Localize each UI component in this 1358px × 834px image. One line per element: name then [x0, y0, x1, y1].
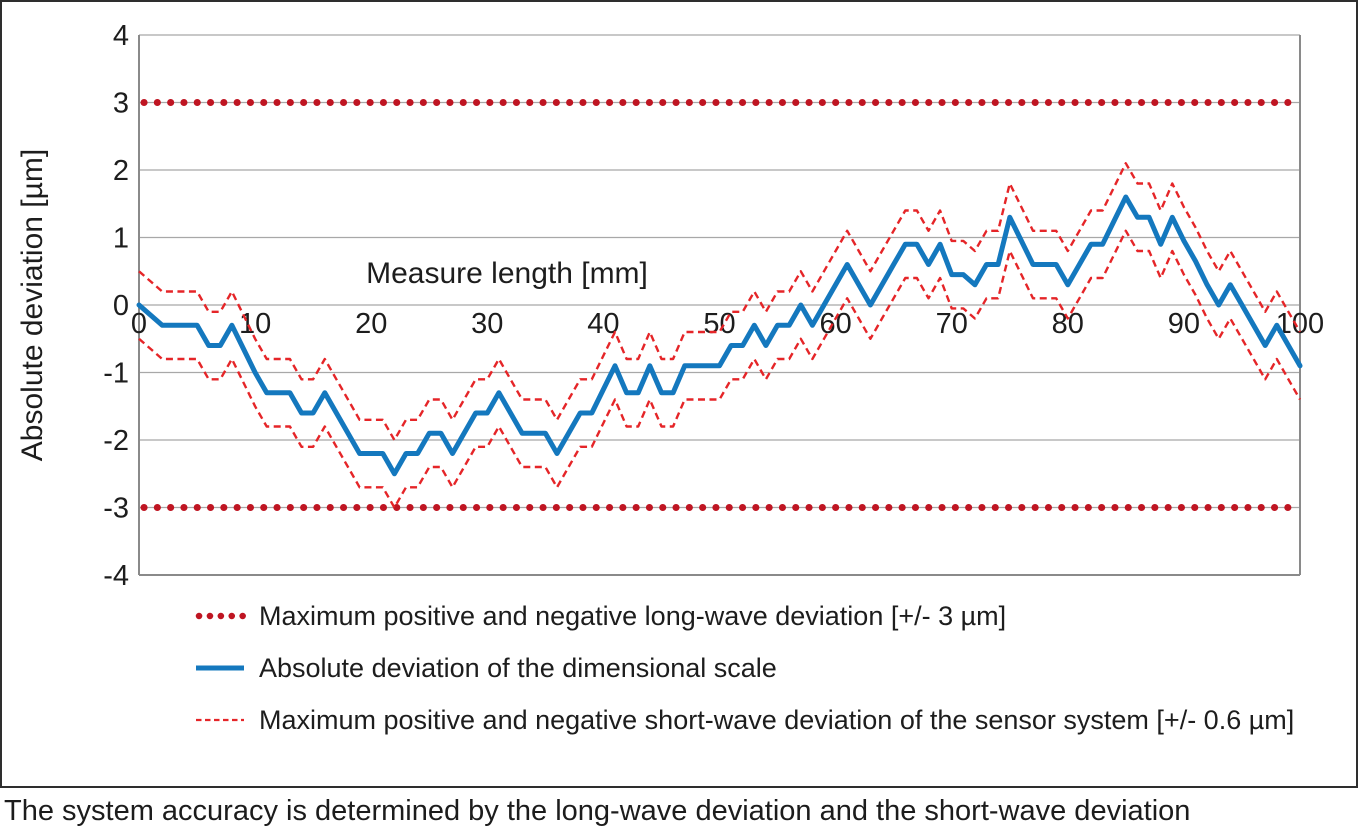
absolute-deviation-line: [136, 194, 1303, 477]
y-tick-label: 2: [113, 155, 129, 187]
legend-item-absolute-deviation: Absolute deviation of the dimensional sc…: [194, 653, 1294, 683]
x-tick-label: 30: [471, 308, 503, 340]
y-tick-label: 1: [113, 223, 129, 255]
legend-label-long-wave: Maximum positive and negative long-wave …: [259, 601, 1007, 631]
dashed-line-swatch-icon: [196, 718, 244, 722]
y-tick-label: 0: [113, 290, 129, 322]
x-tick-label: 0: [131, 308, 147, 340]
y-axis-title: Absolute deviation [µm]: [16, 149, 49, 461]
chart-panel: 0 10 20 30 40 50 60 70 80 90 100 4 3 2 1 0 -1 -2 -3 -4 Measu…: [0, 0, 1358, 788]
legend-label-absolute-deviation: Absolute deviation of the dimensional sc…: [259, 653, 777, 683]
legend-item-short-wave: Maximum positive and negative short-wave…: [194, 705, 1294, 735]
legend-item-long-wave: Maximum positive and negative long-wave …: [194, 601, 1294, 631]
chart-caption: The system accuracy is determined by the…: [4, 795, 1191, 827]
x-tick-label: 80: [1052, 308, 1084, 340]
x-axis-title: Measure length [mm]: [366, 257, 648, 290]
deviation-chart: 0 10 20 30 40 50 60 70 80 90 10043210-1-2-3-4Measu…: [16, 20, 1324, 592]
x-tick-label: 10: [239, 308, 271, 340]
x-tick-label: 90: [1168, 308, 1200, 340]
legend-label-short-wave: Maximum positive and negative short-wave…: [259, 705, 1295, 735]
short-wave-deviation-line: [138, 229, 1302, 509]
y-tick-label: 3: [113, 88, 129, 120]
short-wave-deviation-line: [138, 162, 1302, 442]
chart-legend: Maximum positive and negative long-wave …: [194, 601, 1294, 757]
y-tick-label: -3: [103, 493, 129, 525]
y-tick-label: -4: [103, 560, 129, 592]
x-tick-label: 20: [355, 308, 387, 340]
solid-line-swatch-icon: [196, 665, 244, 671]
dotted-line-swatch-icon: [195, 612, 246, 620]
x-tick-label: 50: [703, 308, 735, 340]
y-tick-label: -1: [103, 358, 129, 390]
y-tick-label: 4: [113, 20, 129, 52]
x-tick-label: 70: [936, 308, 968, 340]
x-tick-label: 60: [819, 308, 851, 340]
y-tick-label: -2: [103, 425, 129, 457]
